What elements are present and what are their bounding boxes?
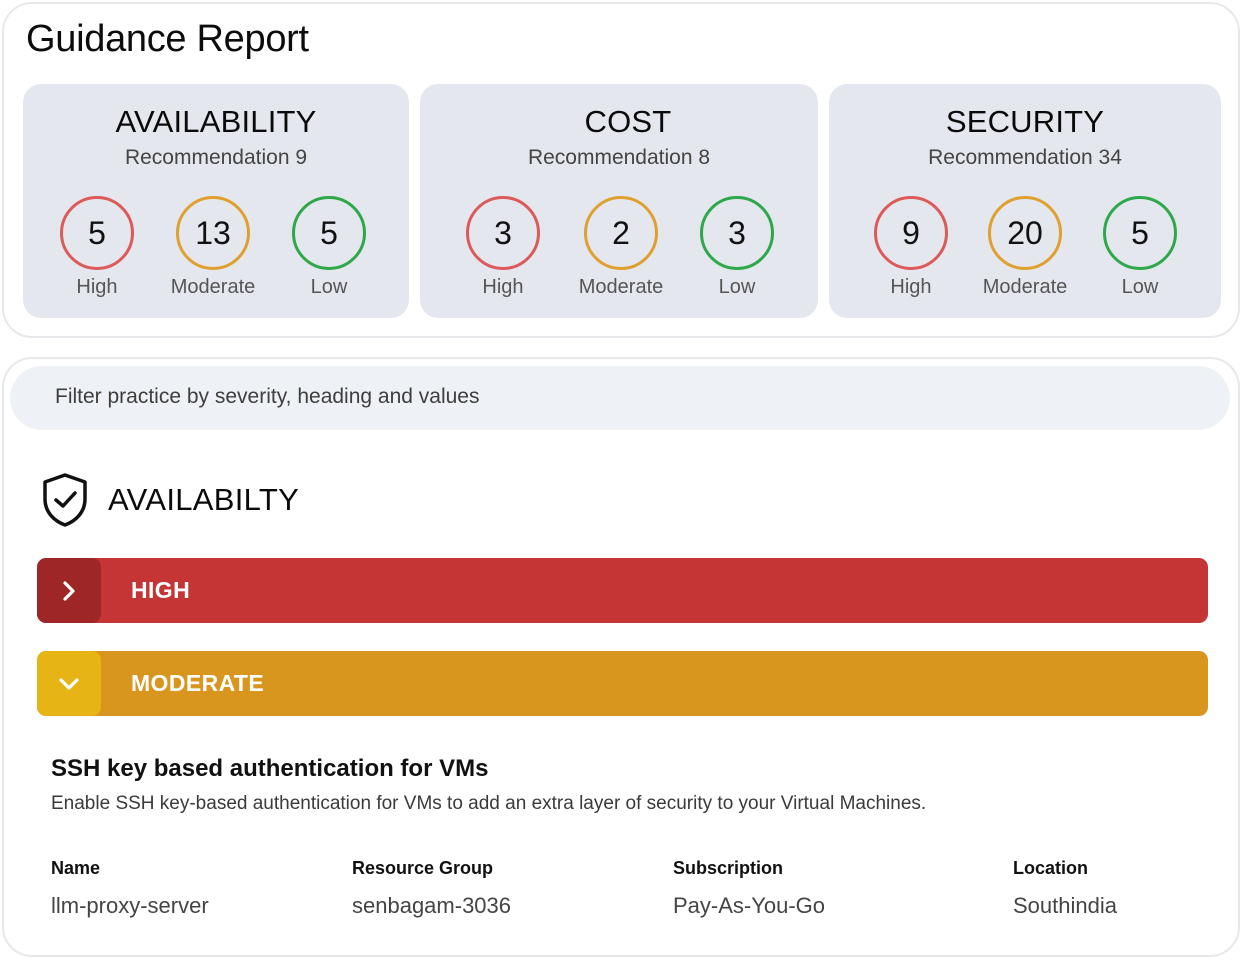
column-value: Pay-As-You-Go [673,893,826,918]
column-location: Location Southindia [1013,858,1117,919]
accordion-high[interactable]: HIGH [37,558,1208,623]
column-value: Southindia [1013,893,1117,918]
category-recommendation-count: Recommendation 9 [124,146,308,169]
severity-moderate: 20 Moderate [970,196,1080,299]
column-name: Name llm-proxy-server [51,858,209,919]
low-count-ring: 3 [700,196,774,270]
severity-low: 3 Low [682,196,792,299]
severity-low: 5 Low [1085,196,1195,299]
accordion-moderate[interactable]: MODERATE [37,651,1208,716]
chevron-down-icon [59,677,79,690]
category-recommendation-count: Recommendation 8 [527,146,711,169]
column-header: Location [1013,858,1088,878]
severity-high: 5 High [42,196,152,299]
severity-label: High [482,276,524,298]
category-card-security[interactable]: SECURITY Recommendation 34 9 High 20 Mod… [829,84,1221,318]
column-header: Subscription [673,858,784,878]
accordion-toggle[interactable] [37,558,101,623]
high-count-ring: 5 [60,196,134,270]
severity-label: High [76,276,118,298]
category-title: SECURITY [945,104,1105,139]
category-card-availability[interactable]: AVAILABILITY Recommendation 9 5 High 13 … [23,84,409,318]
high-count-ring: 9 [874,196,948,270]
moderate-count-ring: 13 [176,196,250,270]
severity-label: High [890,276,932,298]
column-value: llm-proxy-server [51,893,209,918]
category-title: COST [584,104,672,139]
severity-high: 3 High [448,196,558,299]
category-recommendation-count: Recommendation 34 [928,146,1122,169]
severity-label: Moderate [170,276,256,298]
severity-label: Low [1121,276,1159,298]
page-title: Guidance Report [26,18,309,60]
category-card-cost[interactable]: COST Recommendation 8 3 High 2 Moderate … [420,84,818,318]
chevron-right-icon [63,580,75,601]
severity-label: Low [718,276,756,298]
severity-label: Moderate [578,276,664,298]
low-count-ring: 5 [1103,196,1177,270]
recommendation-title: SSH key based authentication for VMs [51,755,489,782]
severity-moderate: 2 Moderate [566,196,676,299]
severity-label: Moderate [982,276,1068,298]
column-header: Name [51,858,101,878]
severity-label: Low [310,276,348,298]
shield-check-icon [43,473,87,527]
column-header: Resource Group [352,858,494,878]
filter-placeholder: Filter practice by severity, heading and… [55,385,480,408]
severity-moderate: 13 Moderate [158,196,268,299]
moderate-count-ring: 20 [988,196,1062,270]
section-title: AVAILABILTY [108,482,300,517]
recommendation-description: Enable SSH key-based authentication for … [51,793,927,814]
category-title: AVAILABILITY [115,104,317,139]
accordion-label: MODERATE [131,670,265,696]
accordion-label: HIGH [131,577,191,603]
filter-input[interactable]: Filter practice by severity, heading and… [10,366,1230,430]
severity-high: 9 High [856,196,966,299]
column-value: senbagam-3036 [352,893,512,918]
high-count-ring: 3 [466,196,540,270]
low-count-ring: 5 [292,196,366,270]
moderate-count-ring: 2 [584,196,658,270]
accordion-toggle[interactable] [37,651,101,716]
column-subscription: Subscription Pay-As-You-Go [673,858,825,919]
severity-low: 5 Low [274,196,384,299]
column-resource-group: Resource Group senbagam-3036 [352,858,511,919]
